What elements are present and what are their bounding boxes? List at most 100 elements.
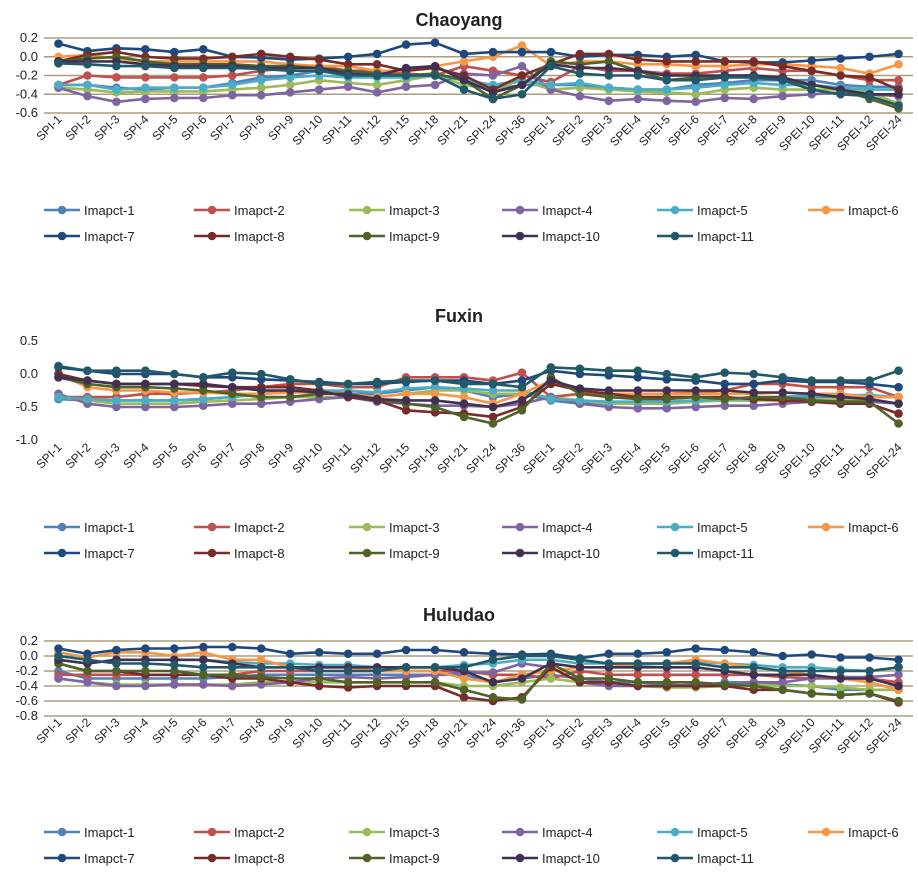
legend-item: Imapct-11 bbox=[657, 546, 754, 561]
data-point bbox=[865, 376, 874, 385]
data-point bbox=[488, 386, 498, 395]
data-point bbox=[112, 666, 121, 676]
data-point bbox=[343, 379, 353, 389]
y-tick-label: -0.6 bbox=[16, 693, 38, 708]
data-point bbox=[314, 66, 324, 76]
data-point bbox=[430, 71, 440, 80]
data-point bbox=[112, 61, 121, 71]
data-point bbox=[517, 71, 527, 80]
data-point bbox=[604, 674, 614, 683]
data-point bbox=[691, 97, 701, 107]
data-point bbox=[836, 89, 845, 99]
data-point bbox=[865, 73, 874, 82]
x-tick-label: SPEI-4 bbox=[607, 112, 644, 149]
x-tick-label: SPEI-4 bbox=[607, 440, 644, 477]
data-point bbox=[807, 396, 816, 405]
data-point bbox=[314, 55, 324, 64]
legend-label: Imapct-5 bbox=[697, 825, 748, 840]
data-point bbox=[575, 78, 585, 88]
data-point bbox=[112, 396, 121, 405]
data-point bbox=[343, 649, 353, 659]
data-point bbox=[836, 674, 845, 683]
legend-item: Imapct-4 bbox=[502, 825, 593, 840]
legend-swatch-marker bbox=[362, 231, 372, 241]
legend-label: Imapct-3 bbox=[389, 825, 440, 840]
data-point bbox=[372, 59, 382, 69]
data-point bbox=[894, 409, 903, 418]
legend-swatch-marker bbox=[57, 231, 67, 241]
data-point bbox=[720, 368, 730, 377]
data-point bbox=[343, 677, 353, 687]
data-point bbox=[430, 396, 440, 405]
data-point bbox=[199, 394, 208, 404]
legend-label: Imapct-4 bbox=[542, 825, 593, 840]
legend-label: Imapct-8 bbox=[234, 851, 285, 866]
data-point bbox=[488, 692, 498, 702]
data-point bbox=[575, 384, 585, 393]
series-line bbox=[58, 64, 899, 104]
legend-label: Imapct-3 bbox=[389, 520, 440, 535]
data-point bbox=[199, 44, 208, 54]
data-point bbox=[894, 670, 903, 680]
data-point bbox=[170, 369, 179, 379]
y-tick-label: -0.4 bbox=[16, 86, 38, 101]
x-tick-label: SPEI-8 bbox=[723, 715, 760, 752]
data-point bbox=[314, 379, 324, 389]
data-point bbox=[894, 382, 903, 392]
data-point bbox=[430, 376, 440, 385]
data-point bbox=[865, 674, 874, 683]
data-point bbox=[83, 71, 92, 80]
x-tick-label: SPEI-5 bbox=[636, 715, 673, 752]
data-point bbox=[199, 670, 208, 680]
legend-item: Imapct-3 bbox=[349, 520, 440, 535]
legend-label: Imapct-1 bbox=[84, 825, 135, 840]
x-tick-label: SPI-8 bbox=[236, 440, 267, 471]
data-point bbox=[401, 645, 411, 655]
x-tick-label: SPEI-2 bbox=[549, 715, 586, 752]
data-point bbox=[459, 392, 469, 402]
data-point bbox=[633, 659, 643, 668]
legend-label: Imapct-7 bbox=[84, 229, 135, 244]
data-point bbox=[807, 66, 816, 76]
data-point bbox=[546, 659, 556, 668]
legend-label: Imapct-9 bbox=[389, 546, 440, 561]
data-point bbox=[575, 364, 585, 374]
data-point bbox=[488, 419, 498, 428]
data-point bbox=[517, 389, 527, 399]
legend-item: Imapct-7 bbox=[44, 851, 135, 866]
data-point bbox=[372, 649, 382, 659]
data-point bbox=[807, 389, 816, 399]
legend-label: Imapct-11 bbox=[697, 851, 754, 866]
data-point bbox=[488, 71, 498, 80]
data-point bbox=[459, 379, 469, 389]
legend-item: Imapct-4 bbox=[502, 520, 593, 535]
legend-label: Imapct-4 bbox=[542, 203, 593, 218]
data-point bbox=[314, 388, 324, 397]
data-point bbox=[170, 402, 179, 412]
data-point bbox=[314, 647, 324, 657]
legend-swatch-marker bbox=[821, 522, 831, 532]
data-point bbox=[199, 373, 208, 382]
data-point bbox=[836, 54, 845, 63]
legend-label: Imapct-8 bbox=[234, 546, 285, 561]
data-point bbox=[227, 389, 237, 399]
legend-item: Imapct-2 bbox=[194, 203, 285, 218]
data-point bbox=[836, 392, 845, 402]
data-point bbox=[314, 666, 324, 676]
legend-item: Imapct-3 bbox=[349, 825, 440, 840]
y-tick-label: 0.2 bbox=[20, 633, 38, 648]
legend-swatch-marker bbox=[670, 231, 680, 241]
data-point bbox=[459, 49, 469, 59]
legend-item: Imapct-5 bbox=[657, 520, 748, 535]
legend-label: Imapct-1 bbox=[84, 203, 135, 218]
legend-label: Imapct-10 bbox=[542, 546, 600, 561]
data-point bbox=[546, 674, 556, 683]
data-point bbox=[256, 655, 266, 665]
legend-swatch-marker bbox=[362, 548, 372, 558]
x-tick-label: SPEI-1 bbox=[520, 112, 557, 149]
data-point bbox=[170, 47, 179, 57]
x-tick-label: SPI-3 bbox=[91, 440, 122, 471]
data-point bbox=[141, 402, 150, 412]
data-point bbox=[662, 85, 672, 94]
data-point bbox=[691, 659, 701, 668]
